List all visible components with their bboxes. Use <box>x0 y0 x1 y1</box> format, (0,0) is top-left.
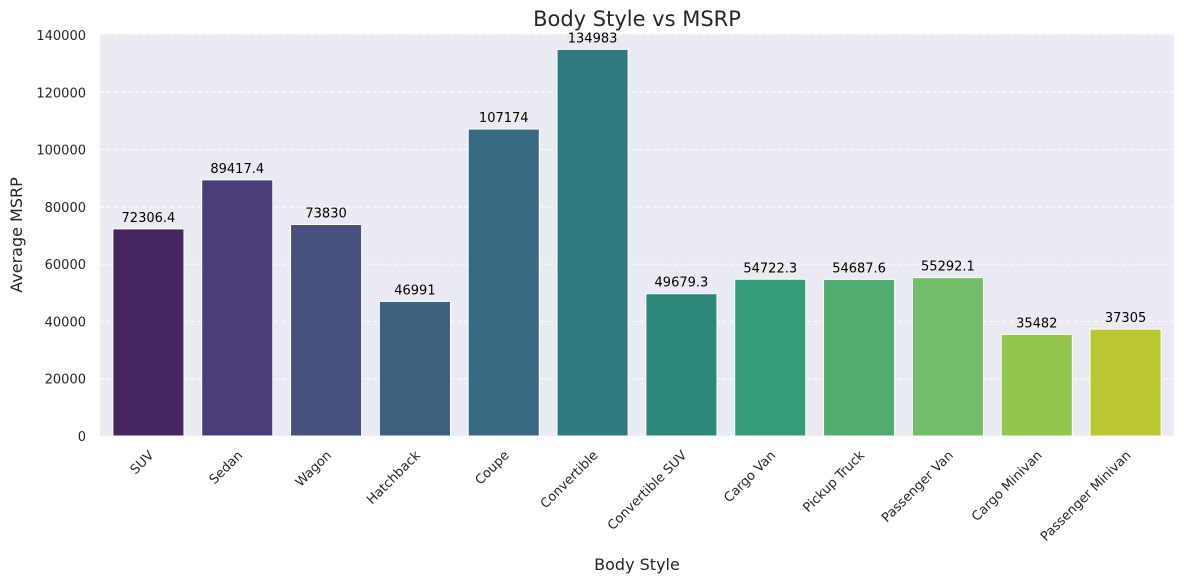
y-gridlines <box>100 34 1174 437</box>
y-tick-label: 0 <box>78 430 86 445</box>
x-tick-label: Convertible SUV <box>605 448 690 533</box>
y-tick-label: 60000 <box>45 258 86 273</box>
bar <box>556 48 629 437</box>
x-tick-label: Hatchback <box>364 448 424 508</box>
x-tick-label: Sedan <box>207 448 246 487</box>
x-tick-label: Passenger Minivan <box>1038 448 1134 544</box>
x-tick-label: Passenger Van <box>879 448 957 526</box>
bar <box>1089 328 1162 437</box>
y-axis-label: Average MSRP <box>7 177 26 293</box>
data-label: 89417.4 <box>210 162 264 177</box>
x-axis-label: Body Style <box>594 555 680 574</box>
data-label: 55292.1 <box>921 260 975 275</box>
x-tick-label: Coupe <box>473 448 513 488</box>
bar <box>823 278 896 437</box>
bar <box>911 277 984 437</box>
bar <box>467 128 540 437</box>
data-label: 54687.6 <box>832 261 886 276</box>
x-tick-label: Cargo Van <box>721 448 779 506</box>
data-label: 72306.4 <box>122 211 176 226</box>
x-tick-labels: SUV Sedan Wagon Hatchback Coupe Convertible Co… <box>128 448 1135 545</box>
bar <box>734 278 807 437</box>
data-label: 37305 <box>1105 311 1146 326</box>
bar <box>645 293 718 437</box>
x-tick-label: SUV <box>128 448 158 478</box>
data-label: 46991 <box>394 283 435 298</box>
y-tick-label: 140000 <box>36 29 86 44</box>
bar <box>201 179 274 437</box>
chart-title: Body Style vs MSRP <box>533 7 741 31</box>
bar <box>290 224 363 437</box>
data-label: 73830 <box>305 207 346 222</box>
bar <box>1000 333 1073 437</box>
y-tick-label: 40000 <box>45 315 86 330</box>
x-tick-label: Pickup Truck <box>800 448 868 516</box>
x-tick-label: Cargo Minivan <box>969 448 1045 524</box>
y-tick-labels: 0 20000 40000 60000 80000 100000 120000 140000 <box>36 29 86 445</box>
data-label: 107174 <box>479 111 529 126</box>
x-tick-label: Convertible <box>538 448 602 512</box>
data-label: 134983 <box>568 31 618 46</box>
data-label: 54722.3 <box>743 261 797 276</box>
y-tick-label: 100000 <box>36 144 86 159</box>
y-tick-label: 120000 <box>36 86 86 101</box>
data-label: 35482 <box>1016 316 1057 331</box>
data-labels: 72306.4 89417.4 73830 46991 107174 134983 4967… <box>122 31 1147 331</box>
x-tick-label: Wagon <box>293 448 335 490</box>
y-tick-label: 20000 <box>45 373 86 388</box>
bar <box>112 228 185 437</box>
y-tick-label: 80000 <box>45 201 86 216</box>
bars <box>112 48 1162 437</box>
data-label: 49679.3 <box>655 276 709 291</box>
bar <box>378 300 451 437</box>
plot-area <box>100 34 1174 436</box>
